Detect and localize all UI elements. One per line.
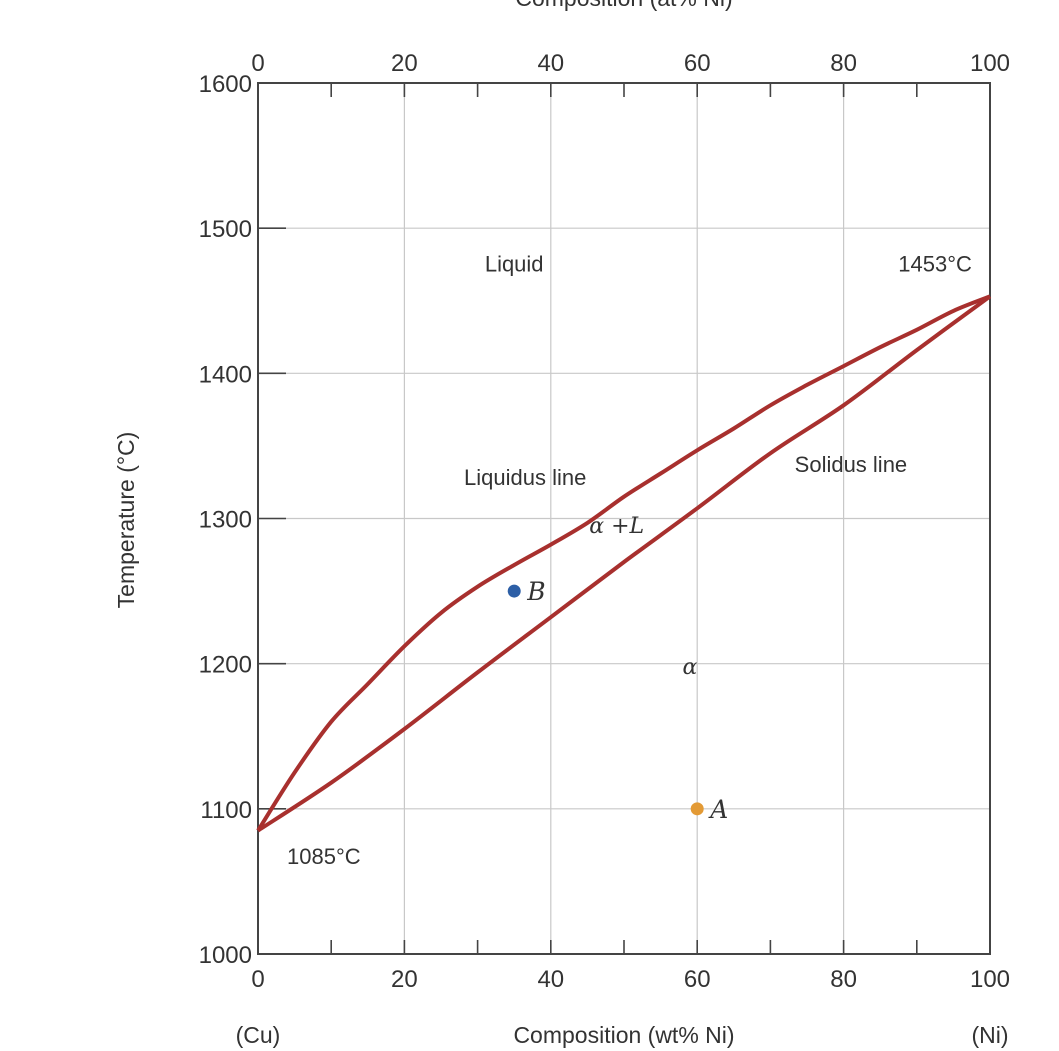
x-axis-title: Composition (wt% Ni) [513,1022,734,1048]
y-tick-label: 1300 [199,507,252,534]
point-a-label: A [708,795,728,824]
grid [258,83,990,954]
x-tick-label: 20 [391,966,418,993]
y-tick-label: 1400 [199,361,252,388]
x-tick-label: 80 [830,966,857,993]
liquidus-line-curve [256,294,991,832]
annotation-liquidus-line: Liquidus line [464,465,586,490]
tick-labels: 0 20 40 60 80 1000 20 40 60 80 1001000110012001300… [199,50,1010,993]
point-b-marker [507,584,521,598]
ticks [258,82,918,955]
plot-frame [257,82,991,955]
x-axis-right-end-label: (Ni) [971,1022,1008,1048]
y-tick-label: 1000 [199,942,252,969]
annotation-l: α +L [589,514,644,539]
annotation-: α [682,655,697,680]
solidus-line-curve [256,294,992,833]
y-axis-title: Temperature (°C) [113,432,139,609]
top-tick-label: 100 [970,50,1010,77]
top-tick-label: 20 [391,50,418,77]
x-tick-label: 60 [684,966,711,993]
annotation-1085-c: 1085°C [287,844,361,869]
x-tick-label: 100 [970,966,1010,993]
y-tick-label: 1500 [199,216,252,243]
annotation-liquid: Liquid [485,252,544,277]
top-tick-label: 60 [684,50,711,77]
top-axis-title: Composition (at% Ni) [515,0,732,11]
y-tick-label: 1600 [199,71,252,98]
y-tick-label: 1100 [200,797,252,824]
annotation-1453-c: 1453°C [898,252,972,277]
x-tick-label: 40 [537,966,564,993]
point-b-label: B [526,577,545,606]
data-points: AB [507,577,728,824]
top-tick-label: 40 [537,50,564,77]
y-tick-label: 1200 [199,652,252,679]
annotation-solidus-line: Solidus line [795,452,908,477]
point-a-marker [690,802,704,816]
series-curves [256,294,992,833]
x-tick-label: 0 [251,966,264,993]
annotations: Liquid 1453°C Liquidus line Solidus line α +… [287,252,972,869]
top-tick-label: 80 [830,50,857,77]
x-axis-left-end-label: (Cu) [236,1022,281,1048]
top-tick-label: 0 [251,50,264,77]
